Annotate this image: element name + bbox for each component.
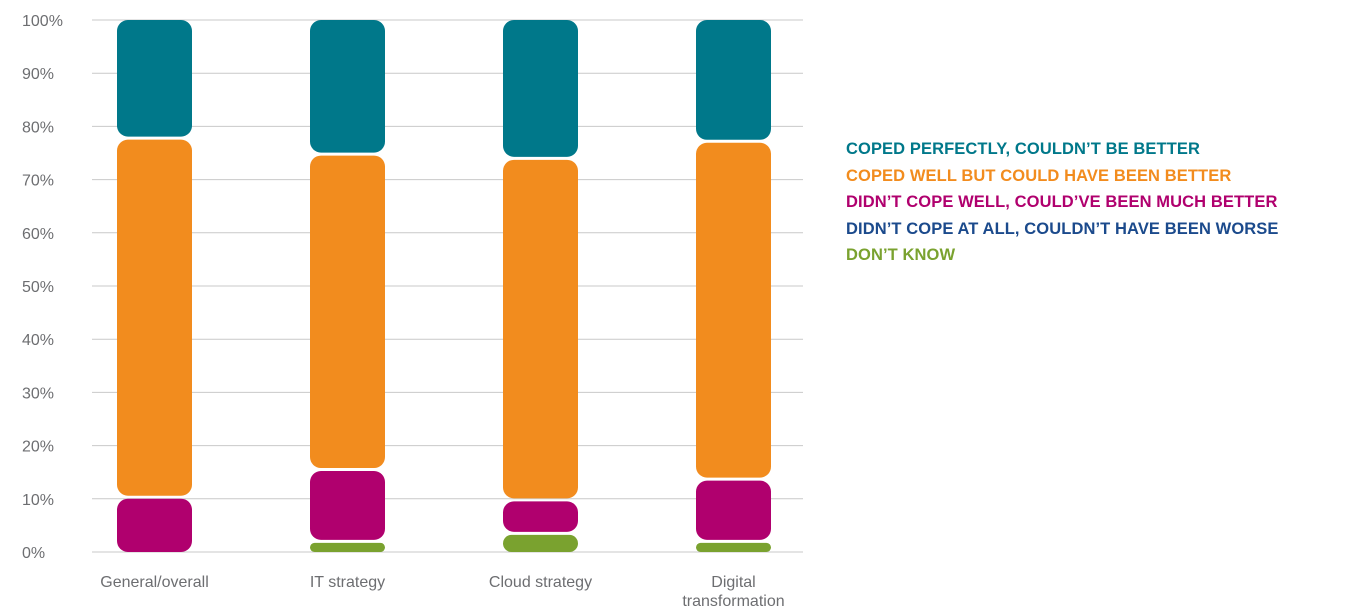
bar-segment [503, 159, 578, 499]
bar-segment [503, 501, 578, 532]
y-tick-label: 70% [22, 173, 54, 190]
grid-lines [92, 19, 803, 553]
bar-segment [310, 20, 385, 153]
x-category-label: Digital [711, 574, 755, 591]
y-tick-label: 0% [22, 545, 45, 562]
x-category-label: General/overall [100, 574, 209, 591]
bar-segment [696, 20, 771, 140]
x-category-label: IT strategy [310, 574, 385, 591]
y-tick-label: 20% [22, 439, 54, 456]
y-tick-label: 50% [22, 279, 54, 296]
y-axis-ticks: 0% 10% 20% 30% 40% 50% 60% 70% 80% 90% 100% [22, 13, 63, 562]
legend-item: DIDN’T COPE WELL, COULD’VE BEEN MUCH BET… [846, 193, 1278, 211]
legend-item: COPED PERFECTLY, COULDN’T BE BETTER [846, 140, 1201, 158]
bar-segment [310, 542, 385, 552]
bar-segment [503, 20, 578, 157]
y-tick-label: 90% [22, 66, 54, 83]
y-tick-label: 60% [22, 226, 54, 243]
y-tick-label: 30% [22, 385, 54, 402]
y-tick-label: 80% [22, 119, 54, 136]
bars [117, 20, 771, 552]
y-tick-label: 10% [22, 492, 54, 509]
y-tick-label: 100% [22, 13, 63, 30]
bar-segment [696, 142, 771, 478]
bar-segment [117, 498, 192, 552]
legend-item: COPED WELL BUT COULD HAVE BEEN BETTER [846, 166, 1232, 185]
x-category-label: transformation [682, 593, 784, 610]
bar-segment [117, 20, 192, 137]
x-category-label: Cloud strategy [489, 574, 592, 591]
y-tick-label: 40% [22, 332, 54, 349]
x-axis-labels: General/overall IT strategy Cloud strategy… [100, 574, 784, 610]
bar-segment [310, 471, 385, 540]
bar-segment [696, 480, 771, 540]
bar-segment [503, 534, 578, 552]
bar-segment [696, 542, 771, 552]
legend-item: DIDN’T COPE AT ALL, COULDN’T HAVE BEEN W… [846, 219, 1279, 238]
bar-segment [310, 155, 385, 469]
bar-segment [117, 139, 192, 496]
legend-item: DON’T KNOW [846, 246, 956, 264]
chart-legend: COPED PERFECTLY, COULDN’T BE BETTER COPED… [846, 136, 1278, 269]
